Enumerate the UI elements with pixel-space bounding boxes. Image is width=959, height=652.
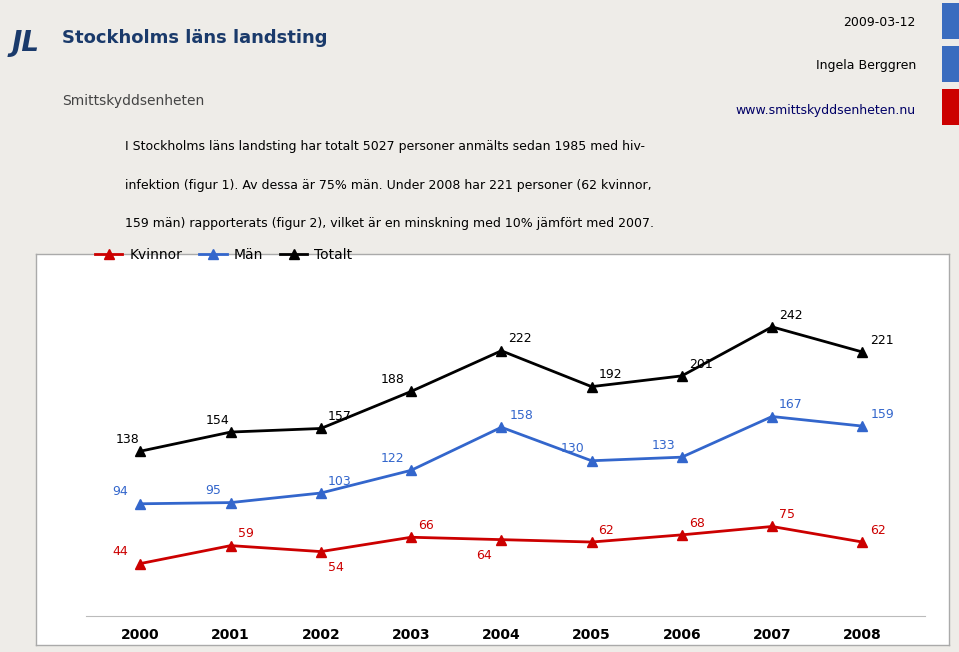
Text: 95: 95 xyxy=(205,484,222,497)
Text: Smittskyddsenheten: Smittskyddsenheten xyxy=(62,94,204,108)
Legend: Kvinnor, Män, Totalt: Kvinnor, Män, Totalt xyxy=(89,243,358,267)
Text: 94: 94 xyxy=(112,486,129,498)
Text: www.smittskyddsenheten.nu: www.smittskyddsenheten.nu xyxy=(736,104,916,117)
Text: Figur 2, Rapporterade personer med hiv i Stockholms län 2000-2008,: Figur 2, Rapporterade personer med hiv i… xyxy=(142,293,844,312)
Text: 201: 201 xyxy=(689,357,713,370)
Text: 62: 62 xyxy=(871,524,886,537)
Text: 54: 54 xyxy=(328,561,343,574)
Text: 188: 188 xyxy=(381,373,405,386)
Text: 66: 66 xyxy=(418,519,433,532)
Text: 122: 122 xyxy=(381,452,404,465)
Text: Stockholms läns landsting: Stockholms läns landsting xyxy=(62,29,328,47)
Text: 221: 221 xyxy=(871,334,894,347)
Text: infektion (figur 1). Av dessa är 75% män. Under 2008 har 221 personer (62 kvinno: infektion (figur 1). Av dessa är 75% män… xyxy=(125,179,651,192)
Text: 192: 192 xyxy=(598,368,622,381)
Text: 64: 64 xyxy=(477,549,492,562)
Text: 103: 103 xyxy=(328,475,352,488)
Text: 2009-03-12: 2009-03-12 xyxy=(844,16,916,29)
Text: 75: 75 xyxy=(779,508,795,521)
Text: 68: 68 xyxy=(689,516,705,529)
Text: fördelat på kön: fördelat på kön xyxy=(415,333,571,353)
Text: 159: 159 xyxy=(871,408,895,421)
Text: 130: 130 xyxy=(561,443,585,455)
Text: 138: 138 xyxy=(115,433,139,446)
Text: 62: 62 xyxy=(598,524,615,537)
Bar xyxy=(942,89,959,125)
Text: 154: 154 xyxy=(205,414,229,426)
Text: 167: 167 xyxy=(779,398,803,411)
Text: 157: 157 xyxy=(328,410,352,423)
Text: Ingela Berggren: Ingela Berggren xyxy=(815,59,916,72)
Text: 133: 133 xyxy=(651,439,675,452)
Text: JL: JL xyxy=(12,29,39,57)
Bar xyxy=(942,3,959,39)
Text: I Stockholms läns landsting har totalt 5027 personer anmälts sedan 1985 med hiv-: I Stockholms läns landsting har totalt 5… xyxy=(125,140,644,153)
Text: 158: 158 xyxy=(509,409,533,422)
Text: 59: 59 xyxy=(238,527,253,541)
Text: 159 män) rapporterats (figur 2), vilket är en minskning med 10% jämfört med 2007: 159 män) rapporterats (figur 2), vilket … xyxy=(125,217,654,230)
Text: 222: 222 xyxy=(508,333,532,346)
Text: 44: 44 xyxy=(112,545,129,558)
Text: 242: 242 xyxy=(779,308,803,321)
Bar xyxy=(942,46,959,82)
